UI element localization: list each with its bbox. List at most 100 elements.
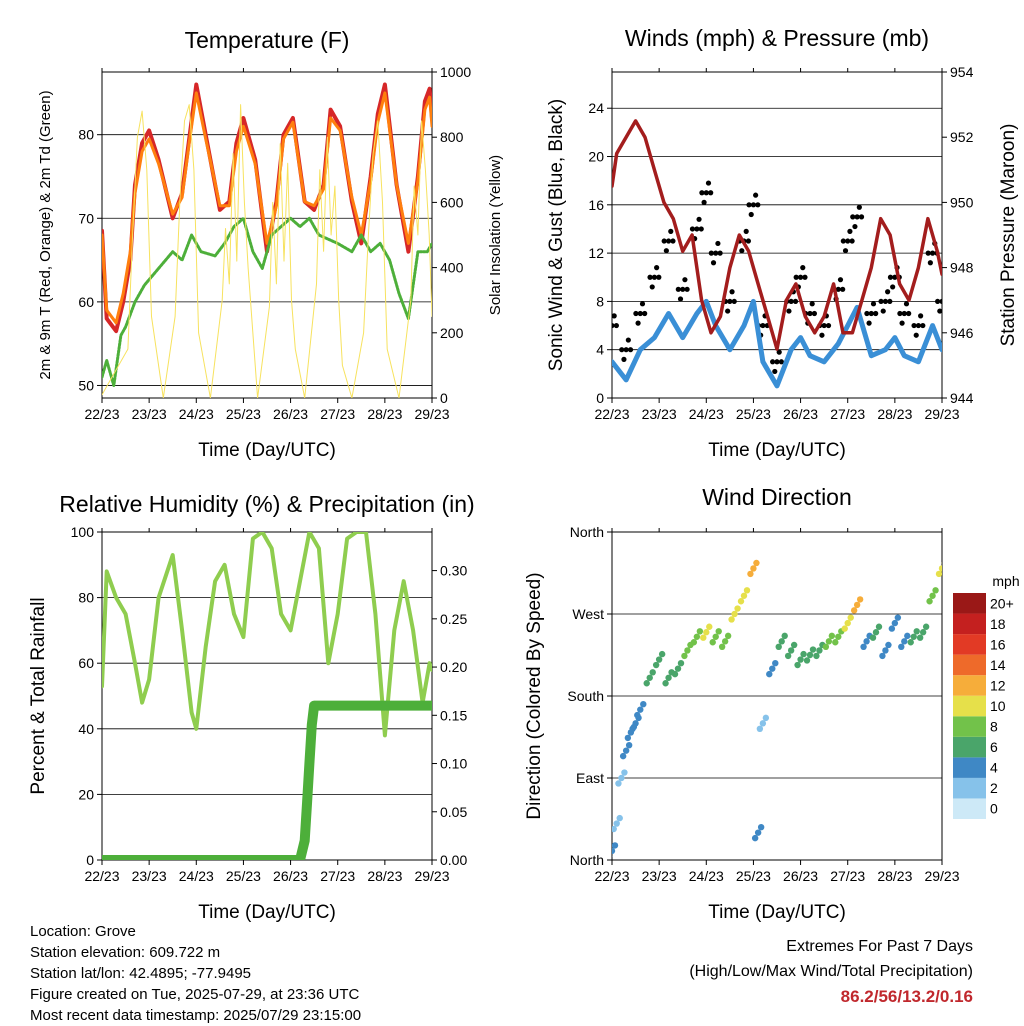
direction-point [797, 656, 804, 663]
gust-point [680, 286, 686, 292]
plot-area [605, 119, 949, 389]
x-tick-label: 26/23 [273, 868, 308, 884]
direction-point [747, 570, 754, 578]
direction-point [919, 629, 927, 636]
direction-point [624, 734, 632, 742]
gust-point [793, 274, 799, 280]
direction-point [652, 661, 660, 669]
x-tick-label: 29/23 [924, 868, 959, 884]
y2-tick-label: 0.05 [440, 804, 467, 820]
y-tick-label: North [570, 524, 604, 540]
x-tick-label: 27/23 [830, 868, 865, 884]
direction-point [616, 814, 623, 822]
direction-point [901, 638, 908, 645]
gust-point [878, 298, 884, 305]
y-tick-label: North [570, 852, 604, 868]
x-tick-label: 22/23 [84, 868, 119, 884]
gust-point [684, 286, 690, 292]
direction-point [926, 598, 933, 605]
gust-point [746, 202, 752, 208]
direction-point [743, 587, 751, 594]
gust-point [665, 238, 672, 244]
direction-point [690, 639, 698, 646]
colorbar-tick-label: 14 [990, 657, 1006, 673]
colorbar-label: mph [992, 573, 1019, 589]
colorbar-tick-label: 12 [990, 677, 1006, 693]
gust-point [903, 301, 910, 307]
gust-point [944, 299, 949, 304]
gust-point [913, 332, 919, 338]
gust-point [887, 274, 894, 280]
direction-point [731, 610, 738, 618]
latlon-text: Station lat/lon: 42.4895; -77.9495 [30, 965, 252, 982]
direction-point [922, 623, 930, 630]
series-line-1 [102, 700, 432, 860]
y-tick-label: 60 [78, 655, 94, 671]
series-line-2 [102, 216, 432, 387]
direction-point [618, 774, 625, 782]
gust-point [710, 260, 717, 266]
gust-point [612, 333, 613, 337]
y-axis-label: Sonic Wind & Gust (Blue, Black) [546, 99, 567, 371]
gust-point [802, 274, 808, 280]
x-tick-label: 28/23 [367, 406, 402, 422]
direction-point [875, 623, 883, 630]
direction-point [655, 656, 663, 663]
y-tick-label: 24 [588, 100, 604, 116]
gust-point [770, 359, 776, 365]
gust-point [668, 228, 674, 234]
gust-point [852, 223, 858, 230]
series-line-3 [102, 104, 432, 398]
y-tick-label: 40 [78, 721, 94, 737]
gust-point [708, 190, 714, 196]
chart-title: Winds (mph) & Pressure (mb) [625, 25, 929, 51]
gust-point [776, 349, 782, 355]
gust-point [753, 192, 759, 198]
direction-point [775, 643, 782, 650]
gust-point [745, 238, 752, 244]
x-tick-label: 27/23 [320, 406, 355, 422]
gust-point [840, 286, 846, 292]
gust-point [663, 248, 669, 254]
direction-point [706, 623, 713, 630]
gust-point [840, 238, 846, 244]
direction-point [753, 559, 760, 567]
direction-point [762, 714, 770, 722]
gust-point [858, 214, 865, 220]
gust-point [625, 337, 631, 343]
gust-point [689, 226, 696, 232]
x-tick-label: 29/23 [924, 406, 959, 422]
gust-point [605, 323, 610, 328]
direction-point [632, 720, 639, 727]
y-tick-label: 80 [78, 590, 94, 606]
direction-point [634, 711, 641, 719]
extremes-subtitle: (High/Low/Max Wind/Total Precipitation) [689, 963, 973, 980]
direction-point [709, 639, 716, 646]
direction-point [674, 665, 682, 672]
direction-point [625, 742, 633, 749]
gust-point [743, 228, 749, 234]
colorbar-swatch [953, 736, 986, 758]
gust-point [825, 322, 832, 329]
colorbar-swatch [953, 777, 986, 799]
series-line-1 [102, 91, 432, 325]
x-tick-label: 23/23 [132, 406, 167, 422]
station-info: Location: Grove Station elevation: 609.7… [30, 921, 361, 1026]
gust-point [939, 298, 942, 305]
plot-area [102, 532, 432, 860]
gust-point [750, 202, 757, 208]
gust-point [906, 310, 912, 317]
gust-point [873, 310, 879, 317]
gust-point [677, 296, 684, 302]
gust-point [639, 301, 646, 307]
direction-point [750, 565, 757, 572]
y2-tick-label: 200 [440, 325, 464, 341]
gust-point [899, 320, 905, 326]
gust-point [911, 322, 917, 329]
y2-tick-label: 0.10 [440, 756, 467, 772]
direction-point [790, 641, 798, 649]
y2-tick-label: 948 [950, 260, 974, 276]
direction-point [769, 665, 776, 672]
gust-point [927, 260, 933, 266]
x-tick-label: 26/23 [783, 406, 818, 422]
